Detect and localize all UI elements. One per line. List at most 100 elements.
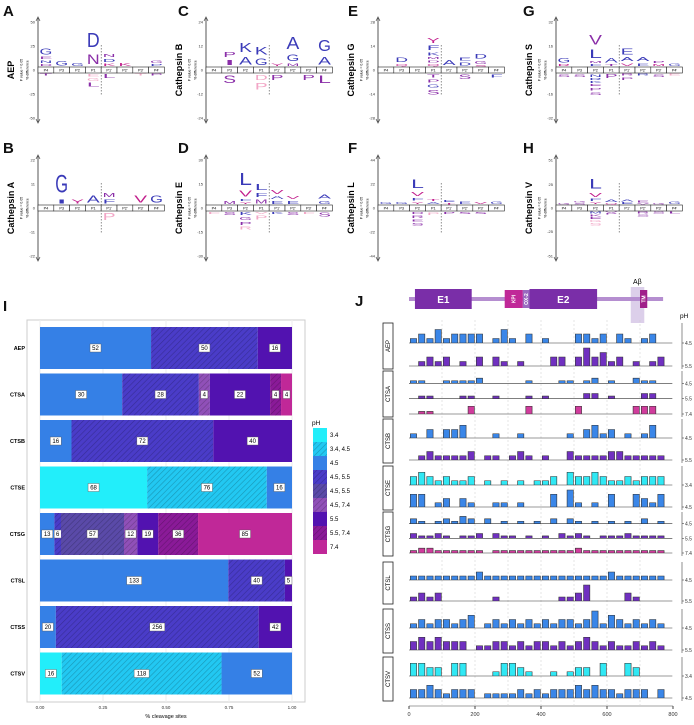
logo-letter: M (589, 61, 602, 64)
yaxis-sub: P value = 0.05 (188, 197, 192, 219)
position-label: P2 (243, 206, 248, 210)
sequence-logo-h: Cathepsin V P value = 0.05% difference 51 2… (524, 154, 683, 262)
position-label: P1 (259, 206, 264, 210)
position-label: P3' (306, 206, 312, 210)
data-label: 12 (127, 532, 134, 538)
y-tick-label: 12 (199, 44, 204, 49)
legend-label: 3.4 (330, 433, 339, 439)
yaxis-sub2: % difference (26, 198, 30, 217)
logo-letter: G (474, 60, 487, 65)
legend-label: 4.5 (330, 461, 339, 467)
logo-letter: L (411, 178, 425, 191)
data-label: 22 (237, 393, 244, 399)
logo-letter: L (589, 177, 602, 192)
position-label: P4' (322, 206, 328, 210)
logo-title: Cathepsin E (174, 182, 184, 234)
logo-letter: E (40, 56, 53, 60)
logo-letter: V (255, 211, 268, 214)
logo-letter: G (318, 36, 331, 55)
logo-letter: S (652, 211, 665, 214)
position-label: P3' (656, 68, 662, 72)
ph-tick-label: 4.5 (685, 696, 692, 702)
logo-letter: G (427, 84, 440, 89)
logo-letter: R (637, 73, 650, 76)
group-label-box (382, 656, 394, 702)
logo-letter: V (589, 192, 602, 198)
logo-letter: T (134, 73, 147, 76)
legend-swatch (313, 512, 327, 526)
position-label: P3 (577, 68, 582, 72)
cleavage-profile-ctss-ph45 (409, 610, 673, 629)
ph-tick-label: 4.5 (685, 505, 692, 511)
position-label: P2 (415, 206, 420, 210)
logo-letter: G (87, 77, 100, 82)
data-label-box (41, 529, 53, 539)
logo-letter: D (87, 29, 100, 52)
legend-swatch (313, 540, 327, 554)
data-label: 76 (204, 486, 211, 492)
category-label: CTSL (11, 579, 26, 585)
logo-letter: S (411, 222, 424, 226)
logo-letter: S (223, 74, 236, 86)
logo-letter: K (589, 214, 602, 217)
position-label: P4 (44, 68, 49, 72)
logo-letter: R (637, 211, 650, 214)
logo-letter: P (103, 212, 116, 223)
logo-letter: R (239, 226, 252, 231)
logo-letter: E (621, 202, 634, 205)
data-label: 16 (272, 346, 279, 352)
data-label: 57 (89, 532, 96, 538)
logo-letter: E (459, 56, 472, 61)
logo-letter: T (40, 73, 53, 76)
logo-letter: D (411, 211, 424, 214)
data-label-box (75, 390, 87, 399)
logo-letter: V (621, 62, 634, 67)
logo-letter: E (287, 200, 300, 205)
logo-letter: L (255, 183, 268, 193)
y-tick-label: -12 (197, 92, 204, 97)
cleavage-profile-ctsl-ph45 (409, 571, 673, 581)
data-label-box (251, 669, 263, 678)
yaxis-sub: P value = 0.05 (20, 197, 24, 219)
logo-letter: S (318, 211, 331, 217)
position-label: P2' (640, 68, 646, 72)
position-label: P1' (624, 206, 630, 210)
logo-letter: K (103, 63, 116, 67)
position-label: P1' (106, 68, 112, 72)
domain-kpi (504, 290, 523, 308)
logo-letter: T (605, 64, 618, 67)
data-label-box (269, 343, 281, 353)
data-label: 72 (139, 439, 146, 445)
logo-letter: K (427, 51, 440, 56)
y-tick-label: -15 (197, 230, 204, 235)
domain-label: TM (641, 295, 647, 302)
legend-title: pH (312, 420, 321, 427)
y-tick-label: -50 (29, 116, 36, 121)
logo-letter: K (119, 62, 132, 67)
panel-label-g: G (523, 3, 535, 20)
x-tick-label: 800 (668, 712, 677, 718)
data-label-box (273, 483, 286, 492)
yaxis-sub: P value = 0.05 (188, 59, 192, 81)
position-label: P2 (593, 206, 598, 210)
logo-letter: R (621, 73, 634, 76)
position-label: P2' (462, 68, 468, 72)
cleavage-profile-ctsl-ph55 (409, 584, 673, 602)
logo-letter: K (239, 211, 252, 216)
position-label: P2' (640, 206, 646, 210)
cleavage-profile-ctsa-ph74 (409, 405, 673, 415)
logo-letter: V (589, 33, 602, 48)
data-label: 256 (152, 625, 163, 631)
logo-letter: D (40, 64, 53, 67)
y-tick-label: 22 (31, 158, 36, 163)
legend-swatch (313, 456, 327, 470)
ph-tick-label: 4.5 (685, 626, 692, 632)
position-label: P1' (446, 68, 452, 72)
data-label-box (234, 390, 246, 399)
domain-e1 (414, 289, 472, 309)
group-label: CTSV (386, 671, 392, 687)
group-label: AEP (386, 340, 392, 352)
logo-letter: P (652, 61, 665, 64)
axis-arrow-icon (553, 154, 559, 262)
logo-letter: E (589, 217, 602, 220)
